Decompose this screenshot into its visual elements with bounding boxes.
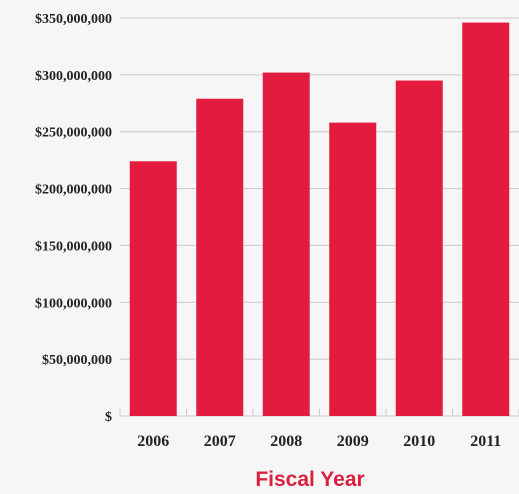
- y-tick-label: $: [105, 410, 112, 425]
- x-tick-label: 2009: [337, 433, 369, 450]
- y-tick-label: $250,000,000: [35, 126, 112, 141]
- y-tick-label: $100,000,000: [35, 296, 112, 311]
- x-tick-label: 2008: [270, 433, 302, 450]
- bar-2008: [262, 72, 310, 416]
- y-axis-ticks: $ $50,000,000 $100,000,000 $150,000,000 $200…: [35, 12, 112, 425]
- bars: [129, 22, 510, 417]
- bar-2011: [462, 22, 510, 416]
- bar-2010: [395, 80, 443, 417]
- y-tick-label: $200,000,000: [35, 183, 112, 198]
- y-tick-label: $50,000,000: [42, 353, 112, 368]
- gridlines: [120, 17, 519, 417]
- x-axis-title: Fiscal Year: [255, 468, 364, 491]
- x-tick-label: 2010: [403, 433, 435, 450]
- bar-2007: [196, 98, 244, 416]
- x-tick-label: 2007: [204, 433, 236, 450]
- y-tick-label: $300,000,000: [35, 69, 112, 84]
- x-tick-label: 2006: [137, 433, 169, 450]
- x-axis-ticks: 2006 2007 2008 2009 2010 2011: [119, 409, 519, 450]
- y-tick-label: $350,000,000: [35, 12, 112, 27]
- x-tick-label: 2011: [470, 433, 501, 450]
- bar-2006: [129, 161, 177, 416]
- y-tick-label: $150,000,000: [35, 239, 112, 254]
- bar-2009: [329, 122, 377, 417]
